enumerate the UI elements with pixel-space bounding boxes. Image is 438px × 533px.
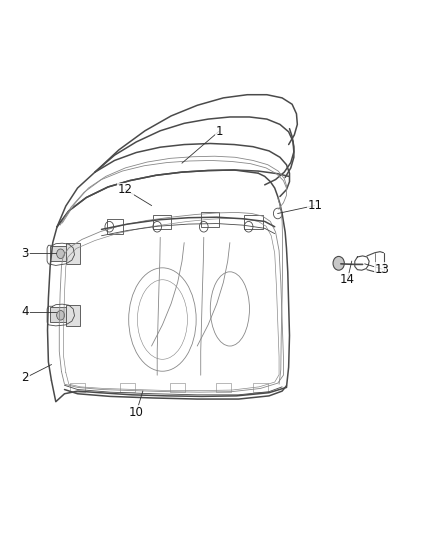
Text: 4: 4 [21, 305, 29, 318]
Circle shape [57, 311, 64, 320]
FancyBboxPatch shape [50, 246, 71, 261]
Text: 14: 14 [340, 273, 355, 286]
Circle shape [57, 249, 64, 259]
Circle shape [333, 256, 344, 270]
Text: 12: 12 [118, 183, 133, 196]
Text: 2: 2 [21, 372, 29, 384]
Text: 11: 11 [307, 199, 322, 212]
Text: 1: 1 [215, 125, 223, 138]
FancyBboxPatch shape [50, 308, 71, 322]
FancyBboxPatch shape [66, 305, 80, 326]
Text: 3: 3 [21, 247, 29, 260]
FancyBboxPatch shape [66, 243, 80, 264]
Text: 13: 13 [375, 263, 390, 276]
Text: 10: 10 [129, 406, 144, 419]
